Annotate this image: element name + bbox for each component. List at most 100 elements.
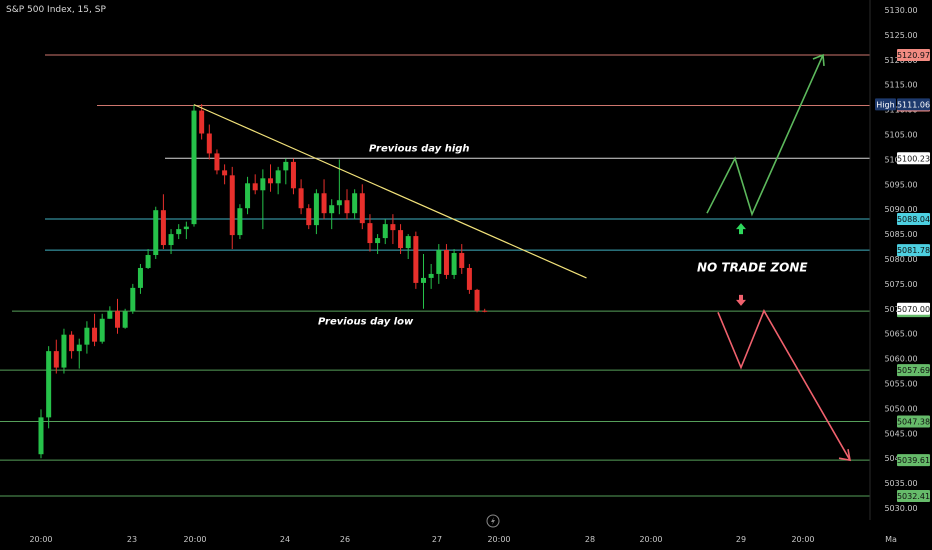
- candle-body[interactable]: [245, 183, 251, 209]
- candle-body[interactable]: [443, 250, 449, 275]
- bearish-arrowhead: [838, 449, 851, 462]
- candle-body[interactable]: [421, 277, 426, 283]
- price-tick-label: 5125.00: [884, 31, 917, 40]
- candle-body[interactable]: [359, 193, 365, 224]
- price-axis[interactable]: 5030.005035.005040.005045.005050.005055.…: [875, 6, 930, 513]
- candle-body[interactable]: [451, 253, 457, 275]
- price-tick-label: 5095.00: [884, 180, 917, 189]
- candle-body[interactable]: [38, 417, 44, 455]
- candle-body[interactable]: [466, 267, 472, 290]
- price-tick-label: 5085.00: [884, 230, 917, 239]
- price-badge: [897, 98, 930, 111]
- candle-body[interactable]: [283, 161, 289, 171]
- candle-body[interactable]: [160, 210, 166, 246]
- price-badge-label: 5081.78: [897, 246, 930, 255]
- candle-body[interactable]: [252, 183, 258, 191]
- price-badge-label: 5032.41: [897, 492, 930, 501]
- price-badge-label: 5100.23: [897, 154, 930, 163]
- chart-title: S&P 500 Index, 15, SP: [6, 5, 106, 15]
- candle-body[interactable]: [367, 223, 373, 244]
- price-tick-label: 5050.00: [884, 404, 917, 413]
- bearish-path[interactable]: [717, 308, 851, 461]
- price-tick-label: 5090.00: [884, 205, 917, 214]
- price-badge-label: 5070.00: [897, 305, 930, 314]
- lightning-icon[interactable]: [486, 514, 500, 528]
- price-tick-label: 5075.00: [884, 280, 917, 289]
- candle-body[interactable]: [344, 200, 350, 214]
- candle-body[interactable]: [176, 229, 182, 235]
- descending-trendline[interactable]: [193, 104, 587, 279]
- price-badge: [897, 454, 930, 467]
- candle-body[interactable]: [428, 273, 434, 278]
- candle-body[interactable]: [183, 226, 189, 230]
- price-badge: [897, 415, 930, 428]
- annotations: Previous day high Previous day low NO TRAD…: [318, 143, 808, 327]
- green-up-arrow-icon: [736, 223, 746, 235]
- candle-body[interactable]: [145, 255, 151, 268]
- candle-body[interactable]: [92, 327, 98, 342]
- price-tick-label: 5130.00: [884, 6, 917, 15]
- time-axis[interactable]: 20:00 23 20:00 24 26 27 20:00 28 20:00 29 20:00 Ma: [29, 535, 897, 544]
- candle-body[interactable]: [375, 238, 381, 244]
- candle-body[interactable]: [405, 236, 411, 249]
- previous-day-high-label: Previous day high: [369, 143, 470, 154]
- candle-body[interactable]: [413, 236, 419, 283]
- candle-body[interactable]: [199, 110, 205, 134]
- candle-body[interactable]: [115, 310, 120, 328]
- candle-body[interactable]: [61, 334, 67, 368]
- candle-body[interactable]: [229, 175, 235, 236]
- candle-body[interactable]: [46, 351, 52, 418]
- candle-body[interactable]: [53, 351, 59, 368]
- candle-body[interactable]: [298, 188, 304, 209]
- candle-body[interactable]: [290, 161, 296, 189]
- price-tick-label: 5045.00: [884, 429, 917, 438]
- candle-body[interactable]: [206, 133, 212, 154]
- price-tick-label: 5115.00: [884, 81, 917, 90]
- candle-body[interactable]: [268, 178, 273, 184]
- time-tick-label: Ma: [885, 535, 897, 544]
- candle-body[interactable]: [130, 287, 136, 312]
- candle-body[interactable]: [313, 193, 319, 226]
- time-tick-label: 24: [280, 535, 290, 544]
- candle-body[interactable]: [214, 153, 220, 171]
- time-tick-label: 29: [736, 535, 746, 544]
- candle-body[interactable]: [84, 327, 90, 345]
- candle-body[interactable]: [474, 289, 480, 311]
- candle-body[interactable]: [99, 318, 105, 342]
- scenario-paths: [706, 53, 851, 462]
- candle-body[interactable]: [137, 267, 143, 288]
- candle-body[interactable]: [382, 224, 388, 239]
- candle-body[interactable]: [329, 205, 335, 214]
- candle-body[interactable]: [122, 311, 128, 328]
- candle-body[interactable]: [459, 253, 465, 268]
- candle-body[interactable]: [237, 208, 243, 236]
- candle-body[interactable]: [69, 334, 75, 352]
- price-badge-label: 5057.69: [897, 366, 930, 375]
- price-badge-label: 5047.38: [897, 417, 930, 426]
- candle-body[interactable]: [191, 110, 197, 225]
- candle-body[interactable]: [153, 210, 159, 256]
- price-badge-label: 5120.97: [897, 51, 930, 60]
- high-tag: [875, 98, 896, 111]
- time-tick-label: 20:00: [791, 535, 814, 544]
- candle-body[interactable]: [398, 230, 404, 249]
- candle-body[interactable]: [482, 310, 488, 312]
- candle-body[interactable]: [275, 170, 281, 184]
- candle-body[interactable]: [390, 224, 396, 231]
- price-badge-label: 5039.61: [897, 456, 930, 465]
- time-tick-label: 20:00: [487, 535, 510, 544]
- candle-body[interactable]: [336, 200, 342, 206]
- candle-body[interactable]: [222, 170, 228, 176]
- red-down-arrow-icon: [736, 294, 746, 306]
- candle-body[interactable]: [107, 310, 113, 319]
- bullish-path[interactable]: [706, 54, 824, 217]
- candle-body[interactable]: [168, 234, 174, 246]
- price-tick-label: 5080.00: [884, 255, 917, 264]
- candle-body[interactable]: [352, 193, 358, 214]
- candle-body[interactable]: [321, 193, 327, 214]
- candle-body[interactable]: [436, 250, 442, 274]
- candle-body[interactable]: [76, 344, 82, 352]
- candle-body[interactable]: [306, 208, 312, 226]
- candle-body[interactable]: [260, 178, 266, 191]
